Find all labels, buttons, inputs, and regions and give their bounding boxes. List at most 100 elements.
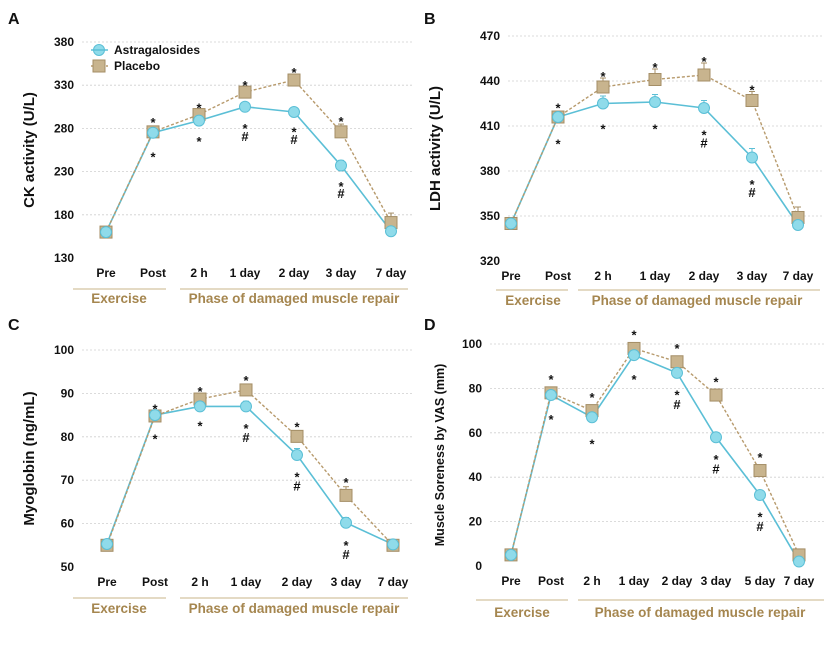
x-tick-label: 3 day [737,269,768,283]
significance-star: * [631,328,637,343]
marker-astragalosides [340,516,352,529]
phase-label-repair: Phase of damaged muscle repair [189,291,401,306]
x-tick-label: Pre [501,269,521,283]
phase-label-repair: Phase of damaged muscle repair [189,601,401,616]
marker-astragalosides [101,537,113,550]
marker-astragalosides [545,389,557,402]
marker-astragalosides [746,151,758,164]
significance-star: * [291,65,297,80]
significance-star: * [600,122,606,137]
y-tick-label: 130 [54,251,74,265]
phase-label-repair: Phase of damaged muscle repair [595,605,807,620]
marker-astragalosides [552,111,564,123]
x-tick-label: 2 h [191,575,208,589]
significance-star: * [197,384,203,399]
significance-star: * [291,125,297,140]
marker-astragalosides [147,126,159,139]
x-tick-label: 2 h [190,266,207,280]
significance-star: * [555,137,561,152]
marker-astragalosides [240,400,252,413]
marker-astragalosides [100,226,112,239]
marker-astragalosides [710,431,722,444]
significance-star: * [343,538,349,553]
significance-hash: # [756,519,764,534]
significance-star: * [674,388,680,403]
x-tick-label: 2 h [594,269,611,283]
significance-star: * [631,372,637,387]
significance-star: * [749,177,755,192]
x-tick-label: 2 day [689,269,720,283]
y-tick-label: 330 [54,78,74,92]
x-tick-label: 1 day [230,266,261,280]
x-tick-label: 1 day [619,574,650,588]
marker-astragalosides [149,409,161,422]
y-tick-label: 230 [54,165,74,179]
significance-star: * [152,432,158,447]
significance-star: * [701,54,707,69]
phase-label-exercise: Exercise [494,605,550,620]
significance-star: * [338,114,344,129]
significance-hash: # [337,186,345,201]
phase-label-exercise: Exercise [91,291,147,306]
significance-star: * [338,179,344,194]
series-line-placebo [510,347,800,556]
marker-astragalosides [649,96,661,108]
y-tick-label: 100 [54,343,74,357]
y-axis-label: CK activity (U/L) [21,92,38,208]
x-tick-label: 5 day [745,574,776,588]
marker-astragalosides [754,488,766,501]
y-tick-label: 180 [54,208,74,222]
significance-star: * [150,150,156,165]
marker-placebo [745,94,759,107]
x-tick-label: 7 day [376,266,407,280]
marker-astragalosides [291,449,303,462]
marker-placebo [238,85,252,99]
x-tick-label: Pre [96,266,116,280]
significance-star: * [243,421,249,436]
marker-placebo [670,355,684,369]
marker-astragalosides [385,225,397,238]
x-tick-label: 1 day [640,269,671,283]
significance-star: * [589,390,595,405]
marker-astragalosides [239,100,251,113]
significance-star: * [757,450,763,465]
y-axis-label: Myoglobin (ng/mL) [21,391,38,525]
y-tick-label: 60 [469,426,483,440]
x-tick-label: 2 day [279,266,310,280]
x-tick-label: 2 day [662,574,693,588]
x-tick-label: Post [545,269,571,283]
significance-star: * [701,128,707,143]
y-tick-label: 70 [61,473,75,487]
x-tick-label: Pre [97,575,117,589]
panel-label: D [424,317,436,334]
significance-star: * [674,341,680,356]
panel-c: C 50 60 70 80 90 100 Myoglobin (ng/mL) Pre Post 2 … [8,317,413,616]
panel-label: A [8,11,20,28]
panel-label: B [424,11,436,28]
significance-hash: # [290,132,298,147]
significance-hash: # [712,461,720,476]
significance-star: * [713,374,719,389]
y-tick-label: 20 [469,515,483,529]
significance-star: * [196,134,202,149]
significance-hash: # [342,547,350,562]
y-tick-label: 470 [480,29,500,43]
x-tick-label: Post [140,266,166,280]
significance-star: * [242,78,248,93]
y-tick-label: 440 [480,74,500,88]
y-tick-label: 40 [469,470,483,484]
phase-label-exercise: Exercise [91,601,147,616]
significance-star: * [150,115,156,130]
significance-star: * [343,475,349,490]
x-tick-label: 2 day [282,575,313,589]
marker-astragalosides [597,97,609,110]
y-tick-label: 90 [61,386,75,400]
significance-hash: # [700,136,708,151]
significance-star: * [294,419,300,434]
significance-star: * [243,373,249,388]
legend-label-placebo: Placebo [114,59,160,73]
marker-astragalosides [586,411,598,424]
phase-label-exercise: Exercise [505,293,561,308]
panel-label: C [8,317,20,334]
